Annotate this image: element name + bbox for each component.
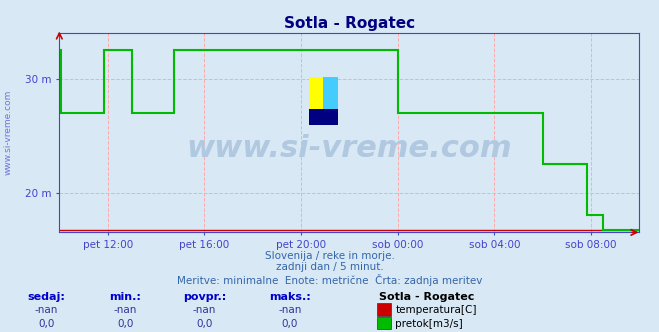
Text: Slovenija / reke in morje.: Slovenija / reke in morje. [264, 251, 395, 261]
Text: povpr.:: povpr.: [183, 292, 226, 302]
FancyBboxPatch shape [323, 77, 337, 109]
Text: 0,0: 0,0 [38, 319, 54, 329]
Text: 0,0: 0,0 [282, 319, 298, 329]
Text: Meritve: minimalne  Enote: metrične  Črta: zadnja meritev: Meritve: minimalne Enote: metrične Črta:… [177, 274, 482, 286]
Text: min.:: min.: [109, 292, 141, 302]
Text: 0,0: 0,0 [117, 319, 133, 329]
Text: zadnji dan / 5 minut.: zadnji dan / 5 minut. [275, 262, 384, 272]
Title: Sotla - Rogatec: Sotla - Rogatec [284, 16, 415, 31]
Text: -nan: -nan [192, 305, 216, 315]
Text: temperatura[C]: temperatura[C] [395, 305, 477, 315]
Text: -nan: -nan [278, 305, 302, 315]
Text: maks.:: maks.: [269, 292, 311, 302]
FancyBboxPatch shape [308, 109, 337, 125]
Text: -nan: -nan [34, 305, 58, 315]
FancyBboxPatch shape [308, 77, 323, 109]
Text: www.si-vreme.com: www.si-vreme.com [186, 134, 512, 163]
Text: -nan: -nan [113, 305, 137, 315]
Text: www.si-vreme.com: www.si-vreme.com [3, 90, 13, 176]
Text: sedaj:: sedaj: [27, 292, 65, 302]
Text: pretok[m3/s]: pretok[m3/s] [395, 319, 463, 329]
Text: Sotla - Rogatec: Sotla - Rogatec [379, 292, 474, 302]
Text: 0,0: 0,0 [196, 319, 212, 329]
